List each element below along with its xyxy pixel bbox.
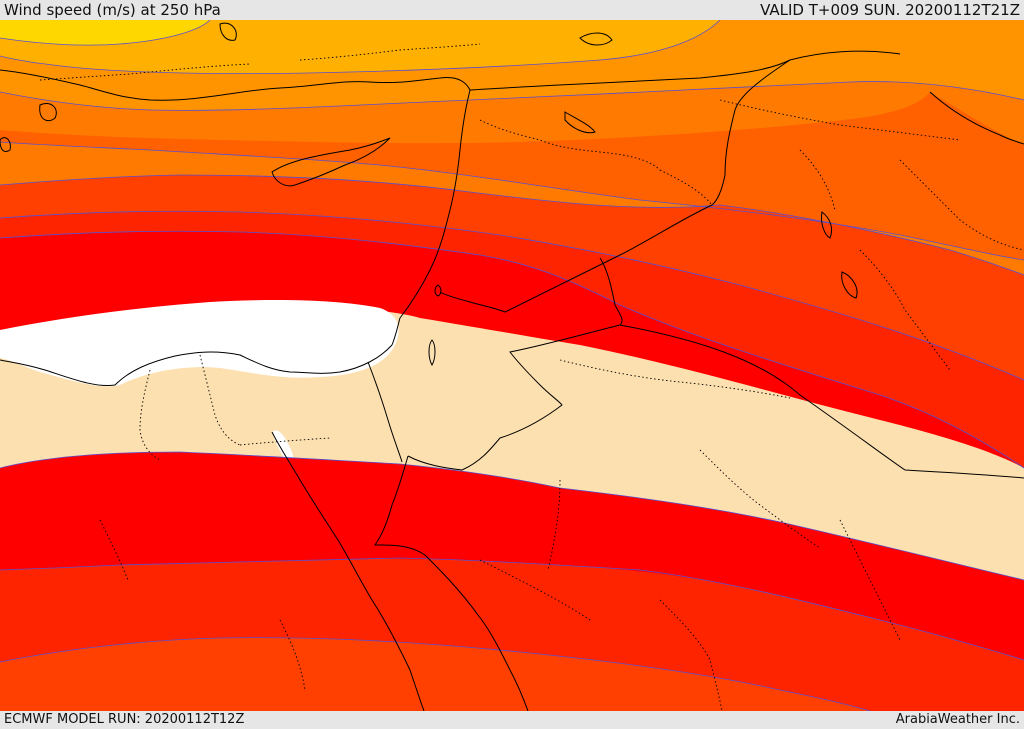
band-red-south <box>0 452 1024 660</box>
credit: ArabiaWeather Inc. <box>895 712 1020 727</box>
band-yellow <box>0 20 210 46</box>
valid-time: VALID T+009 SUN. 20200112T21Z <box>760 1 1020 19</box>
band-orange-dark <box>0 92 1024 260</box>
borders <box>367 50 1024 479</box>
band-tan <box>0 307 1024 580</box>
internal-borders <box>39 43 1024 711</box>
header-bar: Wind speed (m/s) at 250 hPa VALID T+009 … <box>0 0 1024 20</box>
footer-bar: ECMWF MODEL RUN: 20200112T12Z ArabiaWeat… <box>0 711 1024 729</box>
band-white-gulf <box>272 430 294 466</box>
band-white <box>0 300 399 387</box>
isotach-contours <box>0 20 1024 711</box>
band-red-orange-south <box>0 637 870 711</box>
wind-speed-map[interactable] <box>0 20 1024 711</box>
coastlines <box>0 22 1024 711</box>
model-run: ECMWF MODEL RUN: 20200112T12Z <box>4 712 245 727</box>
map-title: Wind speed (m/s) at 250 hPa <box>4 1 221 19</box>
